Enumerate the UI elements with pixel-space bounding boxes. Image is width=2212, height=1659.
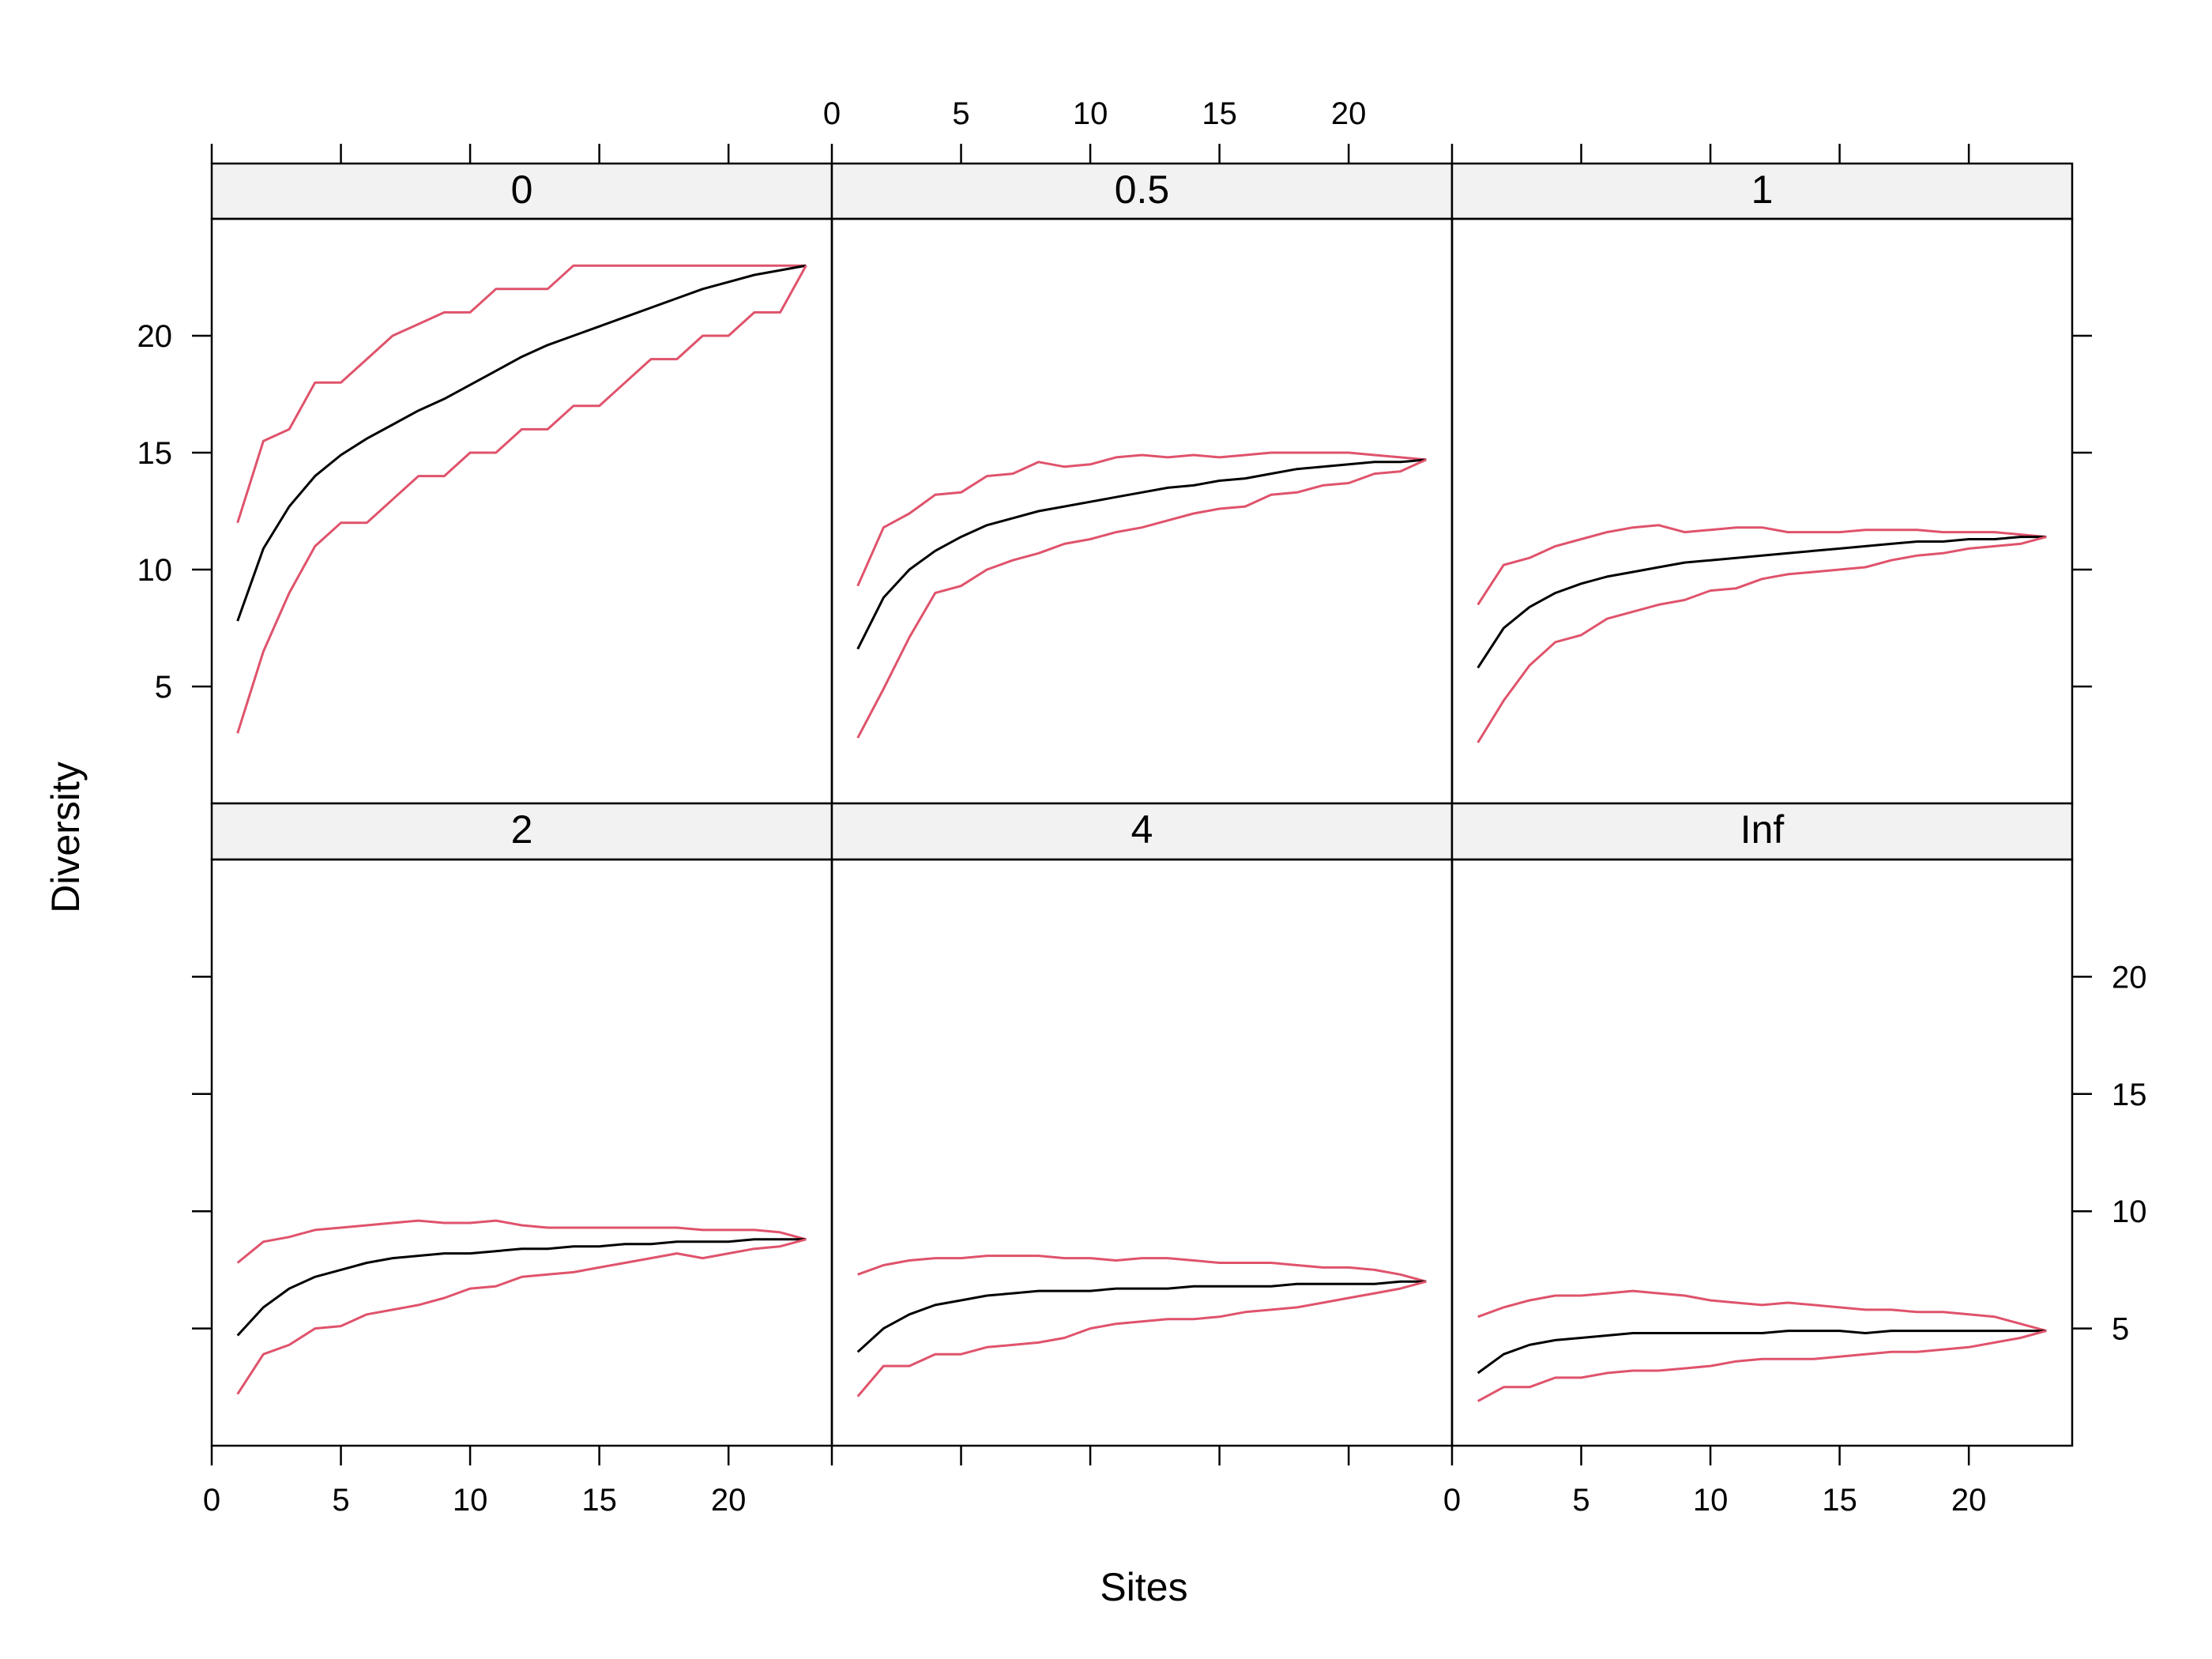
x-tick-label: 5	[952, 96, 969, 131]
y-tick-label: 10	[137, 553, 173, 588]
lower-bound-line	[856, 458, 1427, 739]
x-tick-label: 5	[1572, 1483, 1589, 1518]
median-line	[856, 458, 1427, 650]
y-tick-label: 15	[2112, 1078, 2147, 1112]
x-tick-label: 20	[1331, 96, 1367, 131]
lower-bound-line	[856, 1280, 1427, 1398]
panel-strip	[830, 802, 1454, 861]
panel-strip	[210, 162, 833, 220]
x-axis-title: Sites	[1100, 1565, 1187, 1609]
upper-bound-line	[1477, 1289, 2047, 1333]
lower-bound-line	[236, 1238, 807, 1395]
median-line	[1477, 536, 2047, 669]
panel-frame	[1450, 858, 2074, 1447]
panel-strip-label: 4	[1131, 807, 1153, 852]
x-tick-label: 5	[332, 1483, 349, 1518]
y-tick-label: 15	[137, 436, 173, 471]
upper-bound-line	[1477, 524, 2047, 606]
x-tick-label: 15	[1822, 1483, 1857, 1518]
x-tick-label: 15	[581, 1483, 617, 1518]
median-line	[856, 1280, 1427, 1353]
y-tick-label: 20	[2112, 960, 2147, 995]
panel-strip-label: 0.5	[1115, 167, 1170, 212]
panel-strip-label: Inf	[1740, 807, 1785, 852]
lower-bound-line	[236, 265, 807, 734]
upper-bound-line	[236, 1219, 807, 1264]
panel-6: Inf	[1450, 802, 2074, 1447]
upper-bound-line	[236, 264, 807, 524]
panel-strip	[210, 802, 833, 861]
x-tick-label: 0	[203, 1483, 220, 1518]
lower-bound-line	[1477, 1330, 2047, 1402]
x-tick-label: 20	[1951, 1483, 1987, 1518]
y-tick-label: 5	[155, 670, 172, 705]
panel-strip-label: 0	[511, 167, 533, 212]
x-tick-label: 10	[1073, 96, 1108, 131]
upper-bound-line	[856, 451, 1427, 587]
median-line	[1477, 1330, 2047, 1375]
lower-bound-line	[1477, 536, 2047, 743]
median-line	[236, 1238, 807, 1337]
panel-strip-label: 1	[1751, 167, 1774, 212]
y-tick-label: 20	[137, 319, 173, 354]
x-tick-label: 15	[1202, 96, 1237, 131]
x-tick-label: 0	[1443, 1483, 1461, 1518]
x-tick-label: 0	[823, 96, 841, 131]
panel-strip	[1450, 802, 2074, 861]
panel-strip-label: 2	[511, 807, 533, 852]
x-tick-label: 20	[711, 1483, 747, 1518]
panel-4: 2	[210, 802, 833, 1447]
panels-layer: 0 0.5 1 2 4 Inf	[210, 162, 2074, 1447]
y-tick-label: 10	[2112, 1194, 2147, 1229]
y-tick-label: 5	[2112, 1312, 2129, 1347]
x-tick-label: 10	[1693, 1483, 1729, 1518]
x-tick-label: 10	[453, 1483, 488, 1518]
y-axis-title: Diversity	[43, 762, 88, 913]
median-line	[236, 264, 807, 622]
upper-bound-line	[857, 1255, 1427, 1283]
